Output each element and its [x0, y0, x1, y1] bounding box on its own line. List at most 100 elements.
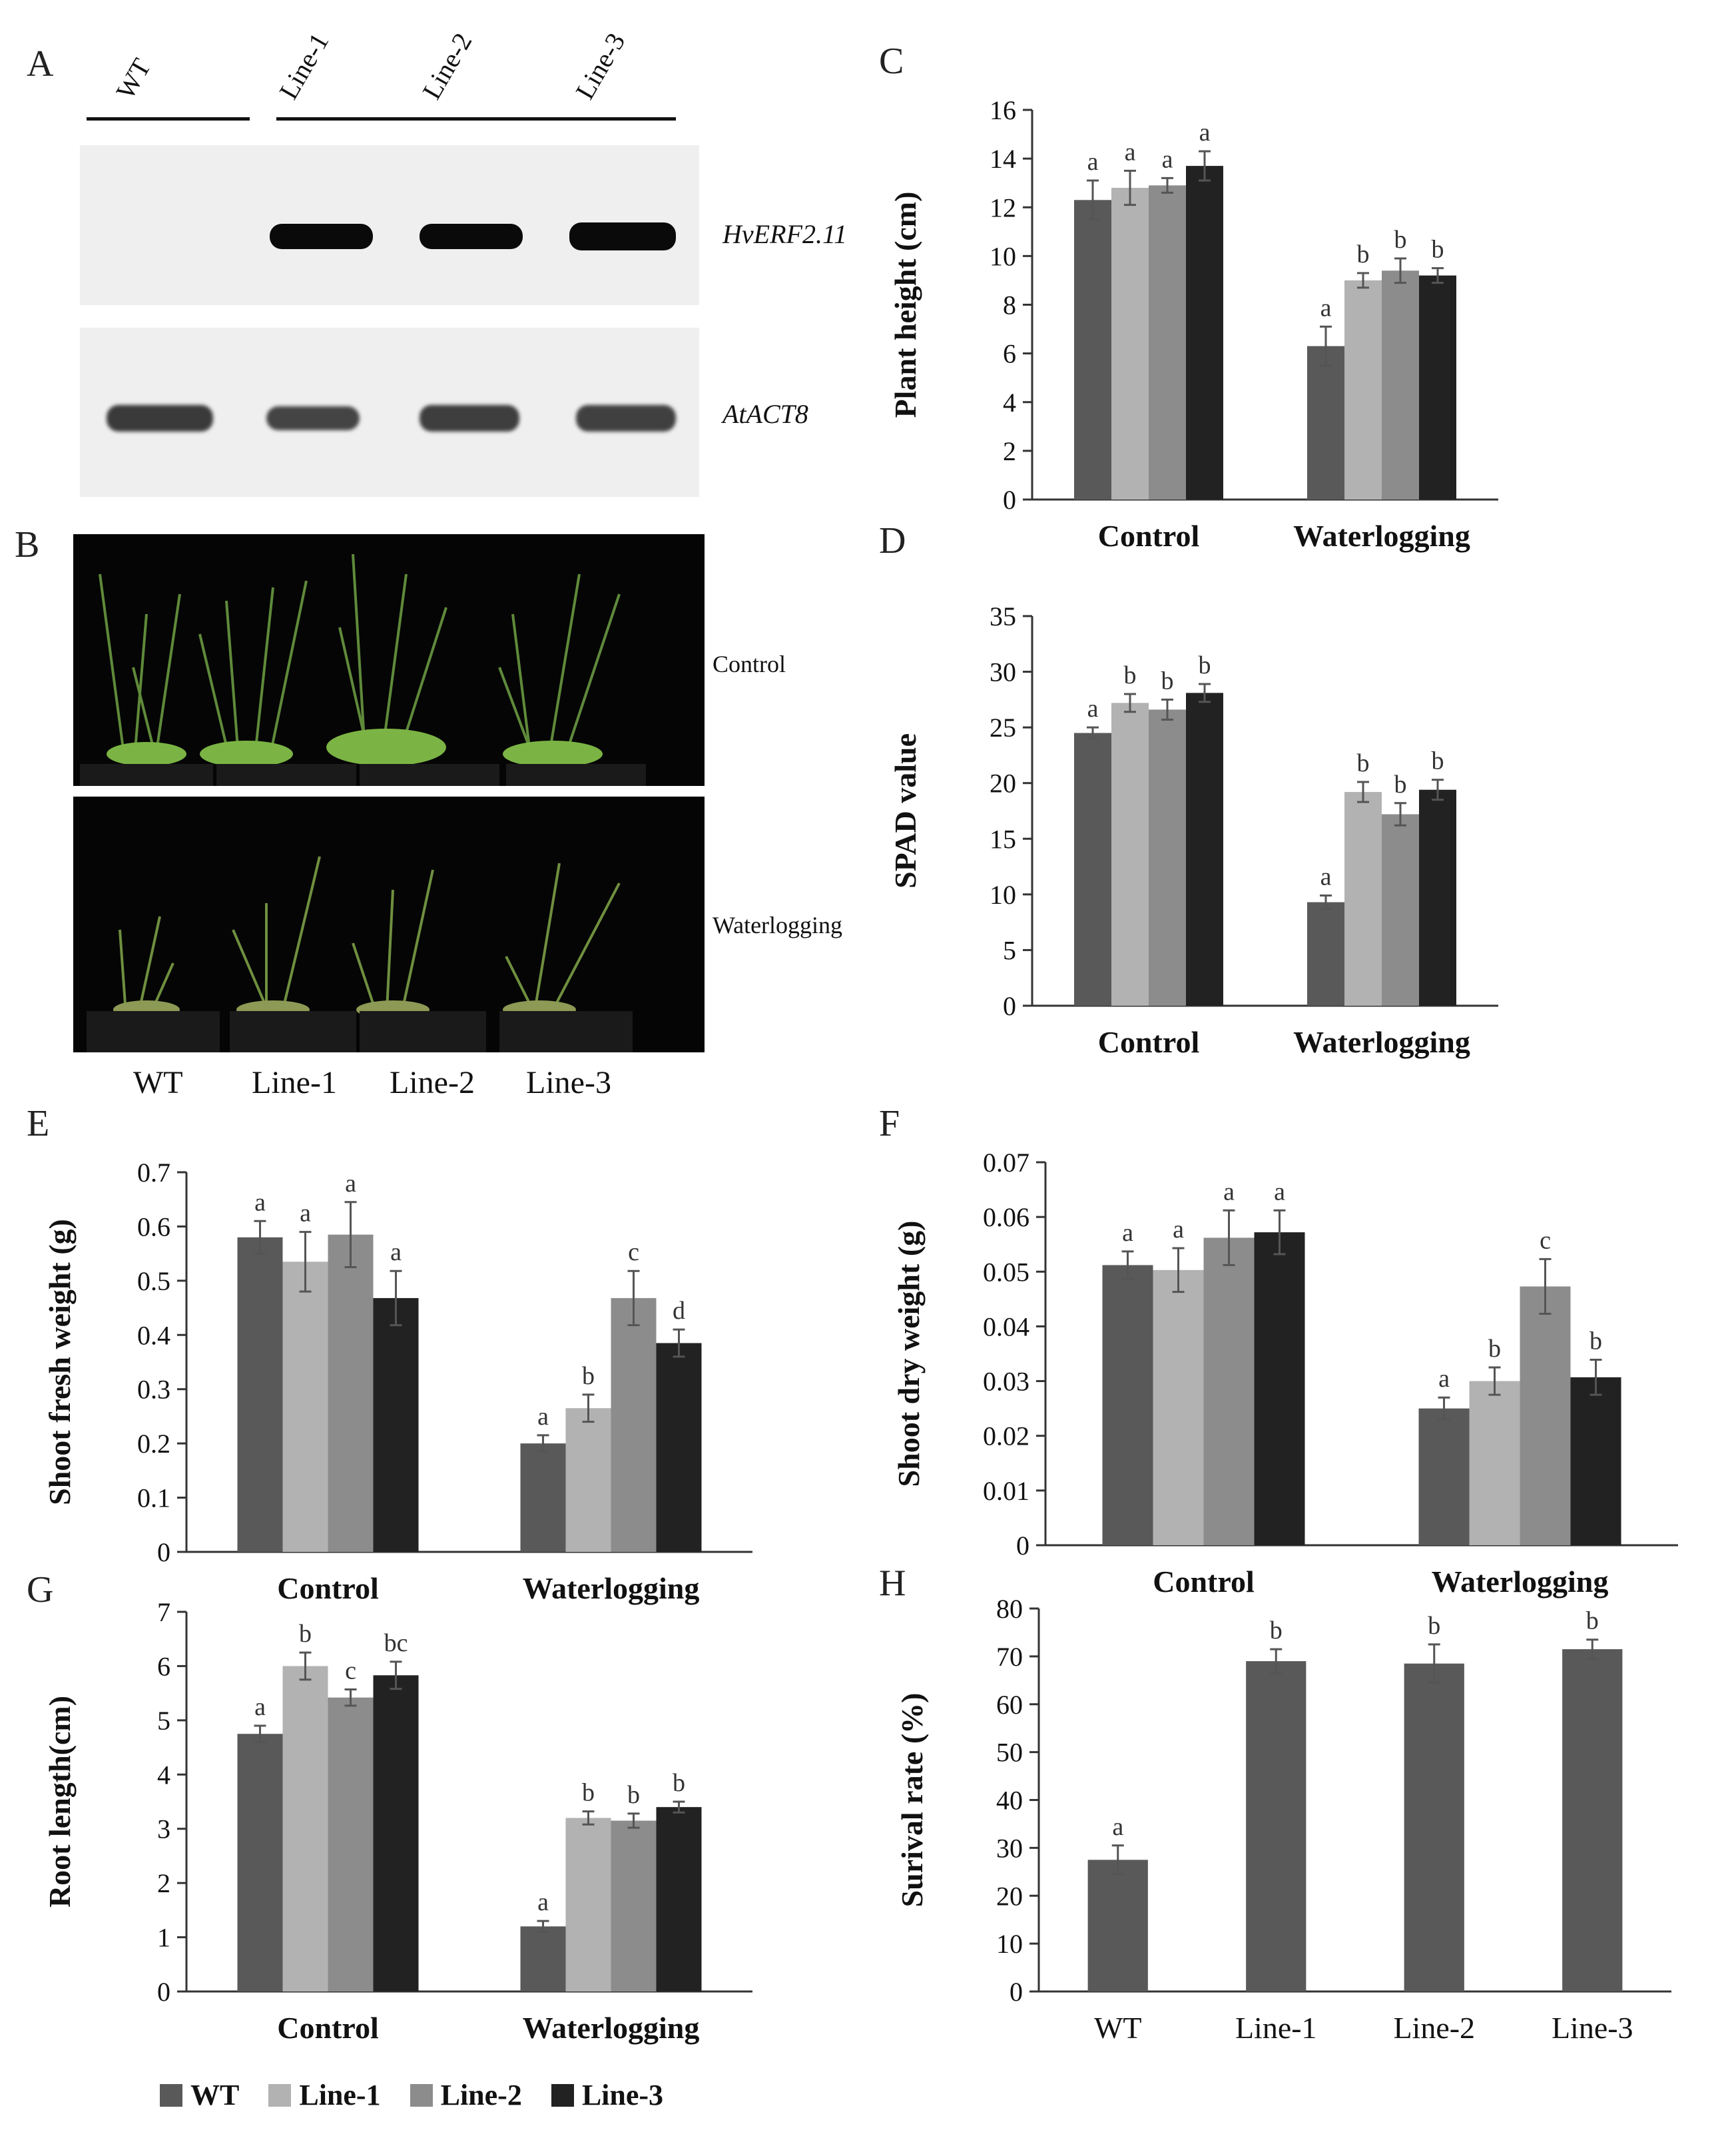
y-tick-label: 70 [996, 1642, 1023, 1672]
x-category-label: WT [1094, 2011, 1142, 2045]
gel-label-actin: AtACT8 [723, 399, 808, 429]
y-tick-label: 0 [157, 1537, 170, 1567]
significance-letter: b [1270, 1616, 1283, 1644]
legend-item-line-2: Line-2 [410, 2078, 522, 2112]
y-tick-label: 16 [990, 95, 1016, 125]
bar-line-1 [1153, 1269, 1204, 1545]
y-tick-label: 7 [157, 1597, 170, 1627]
y-tick-label: 80 [996, 1594, 1023, 1624]
y-tick-label: 0.01 [983, 1476, 1029, 1506]
bar-line-2 [1382, 270, 1419, 500]
significance-letter: b [1488, 1335, 1501, 1363]
significance-letter: b [1394, 226, 1407, 254]
y-tick-label: 0 [1003, 485, 1016, 515]
significance-letter: b [1432, 747, 1444, 775]
y-tick-label: 0.5 [137, 1266, 170, 1296]
chart-shoot-dry-weight: F 0 0.01 0.02 0.03 0.04 0.05 0.06 0.07 Shoot dry … [879, 1103, 1678, 1599]
significance-letter: b [1394, 771, 1407, 799]
bar-value [1087, 1860, 1148, 1991]
x-category-label: Control [277, 1571, 379, 1605]
x-category-label: Waterlogging [523, 1571, 700, 1605]
gel-divider-lines [276, 117, 676, 121]
y-tick-label: 10 [990, 241, 1016, 271]
bar-line-1 [1469, 1381, 1520, 1545]
photo-xlabel-line-1: Line-1 [252, 1065, 337, 1100]
bar-line-2 [611, 1820, 657, 1991]
legend-item-line-1: Line-1 [268, 2078, 381, 2112]
x-category-label: Control [1098, 1025, 1200, 1059]
significance-letter: c [345, 1656, 356, 1684]
significance-letter: b [1199, 651, 1211, 679]
bar-line-1 [565, 1408, 611, 1552]
y-tick-label: 14 [990, 144, 1016, 174]
y-axis-title: Plant height (cm) [888, 192, 922, 418]
y-tick-label: 0 [1010, 1977, 1023, 2007]
significance-letter: b [1586, 1607, 1599, 1635]
bar-line-3 [1419, 275, 1456, 500]
bar-wt [1074, 733, 1111, 1006]
gel-label-hverf: HvERF2.11 [723, 219, 847, 249]
significance-letter: a [1087, 148, 1099, 176]
bar-wt [1102, 1265, 1153, 1545]
bar-line-3 [1254, 1232, 1305, 1545]
x-category-label: Waterlogging [523, 2011, 700, 2045]
bar-wt [1074, 200, 1111, 500]
bar-line-3 [373, 1675, 419, 1991]
significance-letter: a [1173, 1216, 1184, 1244]
legend-swatch-line-2 [410, 2083, 433, 2107]
gel-lane-label-line-2: Line-2 [416, 27, 478, 105]
y-tick-label: 2 [1003, 436, 1016, 466]
legend-item-line-3: Line-3 [551, 2078, 663, 2112]
bar-line-2 [1149, 709, 1186, 1006]
bar-line-1 [565, 1818, 611, 1991]
legend-label: WT [190, 2079, 240, 2111]
panel-letter-d: D [879, 520, 906, 561]
significance-letter: c [628, 1238, 639, 1266]
y-tick-label: 0.7 [137, 1158, 170, 1188]
bar-wt [237, 1734, 283, 1991]
y-tick-label: 5 [1003, 935, 1016, 965]
y-axis-title: Shoot dry weight (g) [892, 1221, 926, 1487]
y-tick-label: 0.4 [137, 1320, 170, 1350]
bar-line-1 [1344, 280, 1382, 500]
significance-letter: b [627, 1781, 640, 1809]
bar-wt [1307, 346, 1344, 500]
gel-band [420, 405, 519, 432]
x-category-label: Waterlogging [1432, 1565, 1609, 1599]
panel-letter-h: H [879, 1563, 906, 1604]
significance-letter: b [1357, 240, 1370, 268]
bar-line-2 [1382, 814, 1419, 1006]
y-tick-label: 4 [157, 1760, 170, 1790]
y-tick-label: 30 [996, 1833, 1023, 1863]
significance-letter: b [582, 1362, 595, 1390]
y-tick-label: 60 [996, 1690, 1023, 1720]
panel-letter-c: C [879, 41, 904, 82]
bar-value [1404, 1663, 1464, 1991]
significance-letter: b [299, 1620, 312, 1648]
legend-label: Line-1 [299, 2079, 381, 2111]
significance-letter: a [1274, 1178, 1285, 1206]
bar-line-3 [373, 1297, 419, 1552]
bar-line-3 [1570, 1377, 1621, 1545]
significance-letter: a [1087, 695, 1099, 723]
y-axis-title: Shoot fresh weight (g) [43, 1219, 77, 1505]
significance-letter: b [1161, 667, 1174, 695]
gel-lane-label-line-3: Line-3 [569, 27, 631, 105]
y-tick-label: 15 [990, 824, 1016, 854]
chart-survival-rate: H 0 10 20 30 40 50 60 70 80 Surival rate (%) WT a Lin… [879, 1563, 1671, 2045]
legend-item-wt: WT [160, 2078, 239, 2112]
y-axis-title: SPAD value [888, 733, 922, 889]
y-tick-label: 10 [990, 880, 1016, 910]
significance-letter: a [1320, 294, 1332, 322]
panel-letter-b: B [15, 524, 40, 565]
significance-letter: b [1590, 1327, 1602, 1355]
bar-wt [1307, 902, 1344, 1006]
y-tick-label: 0.06 [983, 1202, 1029, 1232]
significance-letter: a [537, 1888, 549, 1916]
legend-swatch-line-3 [551, 2083, 574, 2107]
bar-value [1562, 1649, 1623, 1991]
bar-line-2 [611, 1297, 657, 1552]
significance-letter: b [1428, 1612, 1440, 1640]
